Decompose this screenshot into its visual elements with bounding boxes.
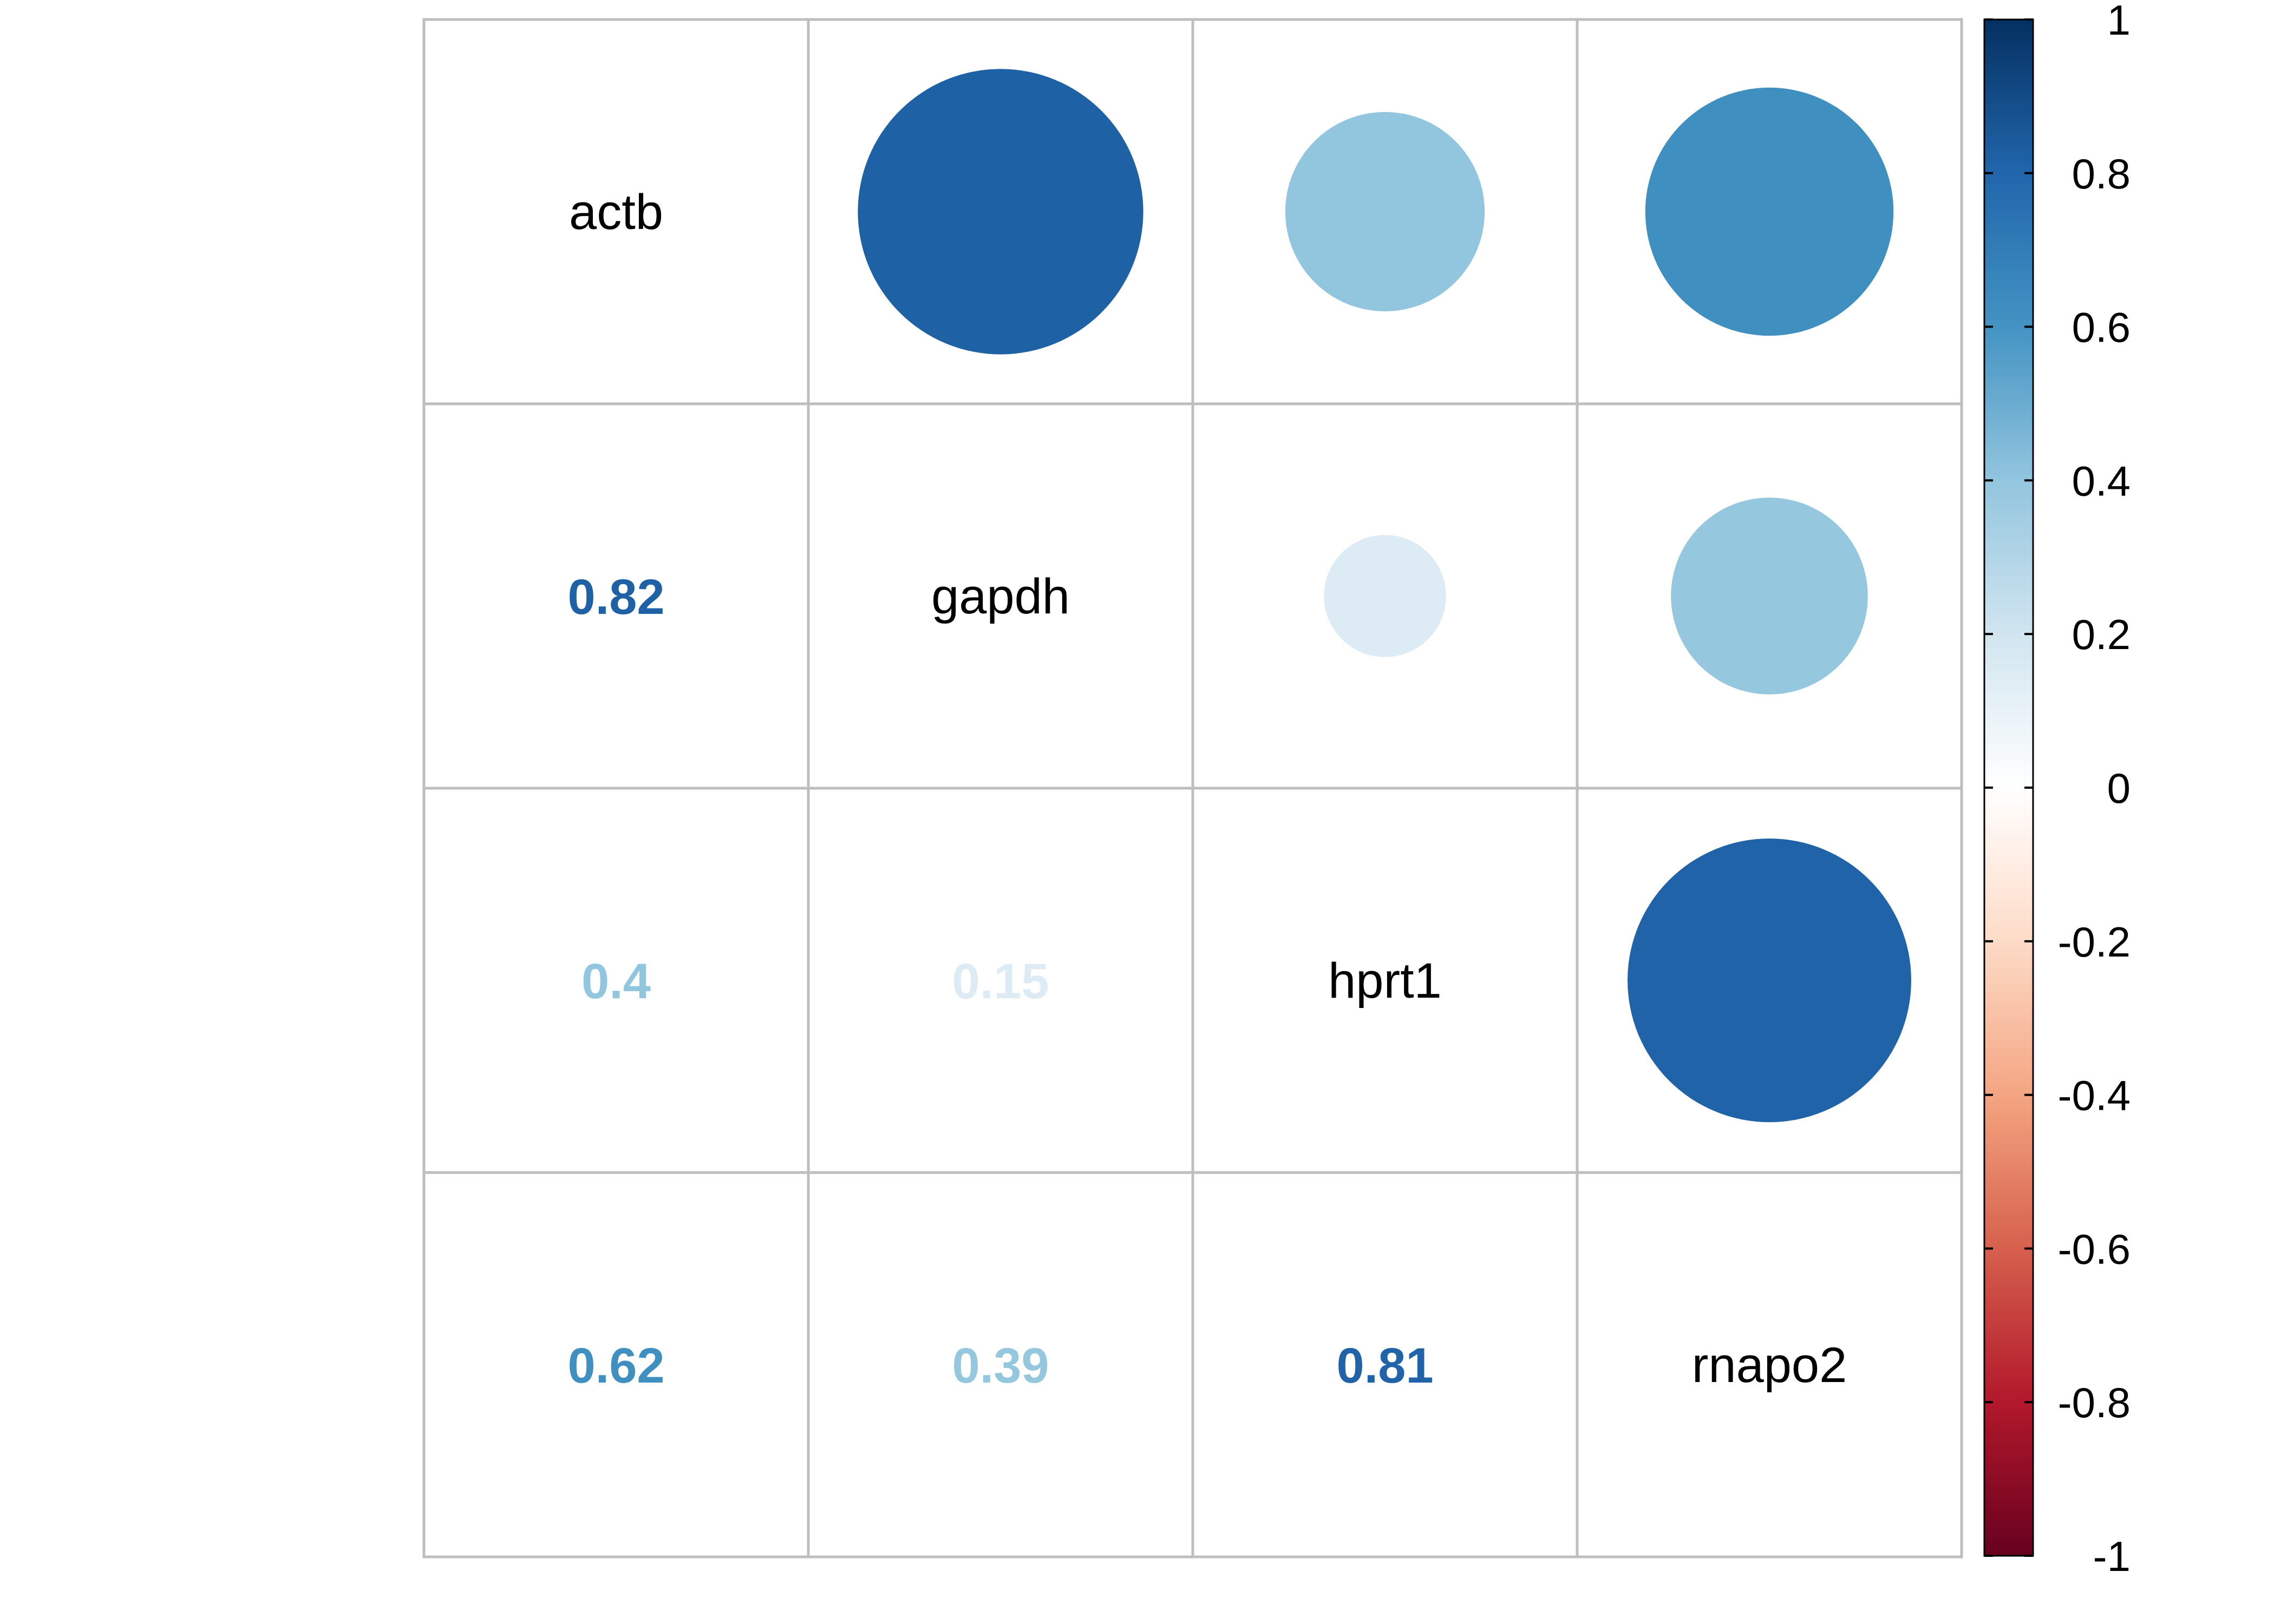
grid-cell (1576, 1171, 1963, 1558)
correlation-circle (1671, 497, 1868, 695)
correlation-value: 0.15 (952, 954, 1049, 1009)
grid-cell (422, 1171, 810, 1558)
color-legend: 1 0.8 0.6 0.4 0.2 0 -0.2 -0.4 -0.6 -0.8 -1 (1983, 0, 2131, 1580)
correlation-value: 0.39 (952, 1338, 1049, 1393)
grid-cell (807, 787, 1194, 1174)
colorbar-tick-label: 0.4 (2072, 457, 2131, 505)
colorbar-tick-label: 0 (2107, 764, 2131, 812)
variable-label: rnapo2 (1692, 1338, 1847, 1393)
correlation-circle (1324, 535, 1446, 657)
grid-cell (807, 402, 1194, 790)
colorbar-tick-label: 0.2 (2072, 611, 2131, 658)
correlation-circle (1645, 87, 1894, 336)
grid-cell (422, 18, 810, 405)
grid-cell (1191, 1171, 1579, 1558)
correlation-circle (1628, 839, 1911, 1122)
correlation-value: 0.82 (567, 569, 664, 625)
variable-label: gapdh (931, 569, 1070, 624)
colorbar-tick-label: -1 (2093, 1533, 2131, 1580)
correlation-circle (1285, 112, 1485, 312)
grid-cell (807, 1171, 1194, 1558)
colorbar-tick-label: 0.8 (2072, 150, 2131, 198)
colorbar-tick-label: -0.4 (2058, 1072, 2131, 1119)
colorbar-tick-label: -0.6 (2058, 1225, 2131, 1273)
correlation-circle (858, 69, 1143, 355)
correlation-value: 0.62 (567, 1338, 664, 1393)
colorbar-tick-label: 1 (2107, 0, 2131, 44)
variable-label: actb (569, 185, 663, 240)
grid-cell (422, 402, 810, 790)
correlation-value: 0.4 (581, 954, 651, 1009)
variable-label: hprt1 (1328, 953, 1442, 1009)
matrix-grid: actb gapdh hprt1 rnapo2 0.82 0.4 0.15 0.62 0.39 0… (422, 18, 1963, 1558)
correlation-value: 0.81 (1336, 1338, 1433, 1393)
colorbar-tick-label: -0.8 (2058, 1379, 2131, 1426)
colorbar-tick-label: 0.6 (2072, 304, 2131, 351)
colorbar-tick-label: -0.2 (2058, 918, 2131, 966)
